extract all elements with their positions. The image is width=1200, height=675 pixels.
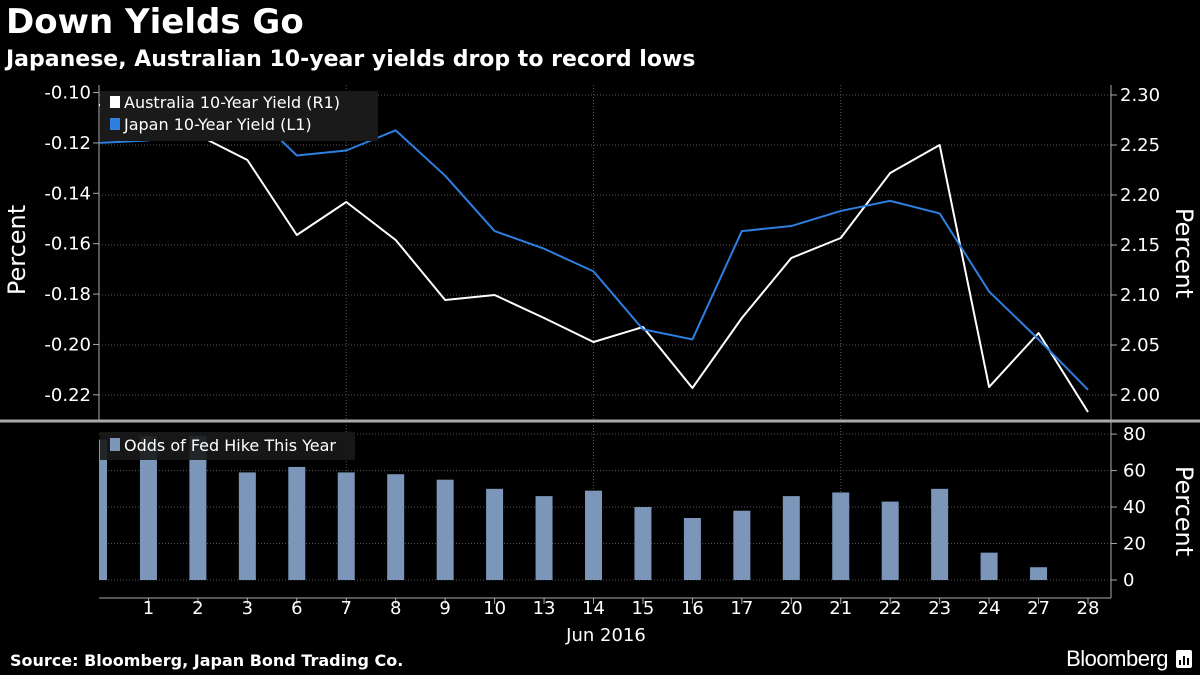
x-tick-label: 3 — [242, 598, 253, 619]
x-tick-label: 10 — [483, 598, 506, 619]
chart-frame — [0, 85, 1200, 599]
right-axis-title: Percent — [1170, 208, 1198, 298]
bloomberg-logo: Bloomberg — [1066, 646, 1168, 671]
x-tick-label: 13 — [533, 598, 556, 619]
legend-odds-label: Odds of Fed Hike This Year — [124, 436, 336, 455]
bar-odds — [436, 479, 454, 580]
x-tick-label: 14 — [582, 598, 605, 619]
x-tick-label: 24 — [978, 598, 1001, 619]
x-tick-label: 28 — [1077, 598, 1100, 619]
left-tick-label: -0.10 — [44, 83, 91, 104]
left-tick-label: -0.18 — [44, 284, 91, 305]
bar-axis-ticks: 80 60 40 20 0 — [1111, 424, 1146, 591]
bar-odds — [881, 501, 899, 580]
bar-odds — [238, 472, 256, 580]
bar-odds — [99, 439, 107, 580]
bar-tick-label: 40 — [1123, 497, 1146, 518]
left-tick-label: -0.20 — [44, 334, 91, 355]
left-axis-ticks: -0.10 -0.12 -0.14 -0.16 -0.18 -0.20 -0.22 — [44, 83, 99, 406]
x-tick-label: 22 — [879, 598, 902, 619]
bar-odds — [931, 488, 949, 580]
right-tick-label: 2.20 — [1120, 185, 1160, 206]
right-tick-label: 2.30 — [1120, 85, 1160, 106]
legend-odds-swatch — [110, 438, 120, 451]
bar-odds — [634, 507, 652, 580]
odds-bars — [99, 435, 1048, 580]
legend-japan-label: Japan 10-Year Yield (L1) — [123, 115, 312, 134]
left-tick-label: -0.12 — [44, 133, 91, 154]
bar-odds — [980, 552, 998, 580]
left-tick-label: -0.16 — [44, 234, 91, 255]
bar-odds — [139, 435, 157, 580]
left-tick-label: -0.14 — [44, 183, 91, 204]
x-tick-label: 6 — [291, 598, 302, 619]
bar-odds — [733, 510, 751, 580]
x-tick-label: 27 — [1027, 598, 1050, 619]
bar-odds — [585, 490, 602, 580]
bloomberg-terminal-icon — [1176, 650, 1192, 668]
legend-japan-swatch — [110, 118, 120, 130]
bar-odds — [189, 435, 207, 580]
right-tick-label: 2.15 — [1120, 235, 1160, 256]
chart-subtitle: Japanese, Australian 10-year yields drop… — [6, 47, 696, 72]
bar-legend: Odds of Fed Hike This Year — [100, 432, 355, 460]
bar-odds — [337, 472, 355, 580]
bar-tick-label: 80 — [1123, 424, 1146, 445]
x-tick-label: 2 — [192, 598, 203, 619]
x-tick-label: 17 — [730, 598, 753, 619]
x-axis-title: Jun 2016 — [565, 625, 646, 646]
legend-australia-swatch — [110, 96, 120, 108]
bar-odds — [486, 488, 504, 580]
legend-australia-label: Australia 10-Year Yield (R1) — [124, 93, 340, 112]
x-tick-label: 7 — [341, 598, 352, 619]
bar-odds — [535, 496, 553, 580]
x-tick-label: 23 — [928, 598, 951, 619]
left-axis-title: Percent — [3, 205, 31, 295]
x-tick-label: 21 — [829, 598, 852, 619]
bar-odds — [387, 474, 405, 580]
bar-tick-label: 20 — [1123, 534, 1146, 555]
bar-odds — [782, 496, 800, 580]
x-tick-label: 20 — [780, 598, 803, 619]
right-tick-label: 2.05 — [1120, 335, 1160, 356]
x-axis-ticks: 1 2 3 6 7 8 9 10 13 14 15 16 17 20 21 22 23 24 27 28 — [143, 598, 1100, 619]
right-tick-label: 2.10 — [1120, 285, 1160, 306]
x-tick-label: 8 — [390, 598, 401, 619]
line-legend: Australia 10-Year Yield (R1) Japan 10-Ye… — [100, 91, 378, 141]
bar-odds — [832, 492, 850, 580]
x-tick-label: 15 — [631, 598, 654, 619]
top-panel-gridlines — [99, 85, 1111, 420]
right-tick-label: 2.00 — [1120, 385, 1160, 406]
bar-tick-label: 60 — [1123, 461, 1146, 482]
x-tick-label: 1 — [143, 598, 154, 619]
bar-axis-title: Percent — [1170, 466, 1198, 556]
x-tick-label: 9 — [439, 598, 450, 619]
bar-odds — [288, 466, 306, 580]
bar-odds — [683, 518, 701, 580]
bar-tick-label: 0 — [1123, 570, 1134, 591]
x-tick-label: 16 — [681, 598, 704, 619]
line-australia-yield — [98, 104, 1089, 413]
right-axis-ticks: 2.30 2.25 2.20 2.15 2.10 2.05 2.00 — [1111, 85, 1160, 406]
source-note: Source: Bloomberg, Japan Bond Trading Co… — [10, 651, 404, 670]
bar-odds — [1030, 567, 1048, 580]
right-tick-label: 2.25 — [1120, 135, 1160, 156]
left-tick-label: -0.22 — [44, 385, 91, 406]
chart-title: Down Yields Go — [6, 2, 304, 42]
